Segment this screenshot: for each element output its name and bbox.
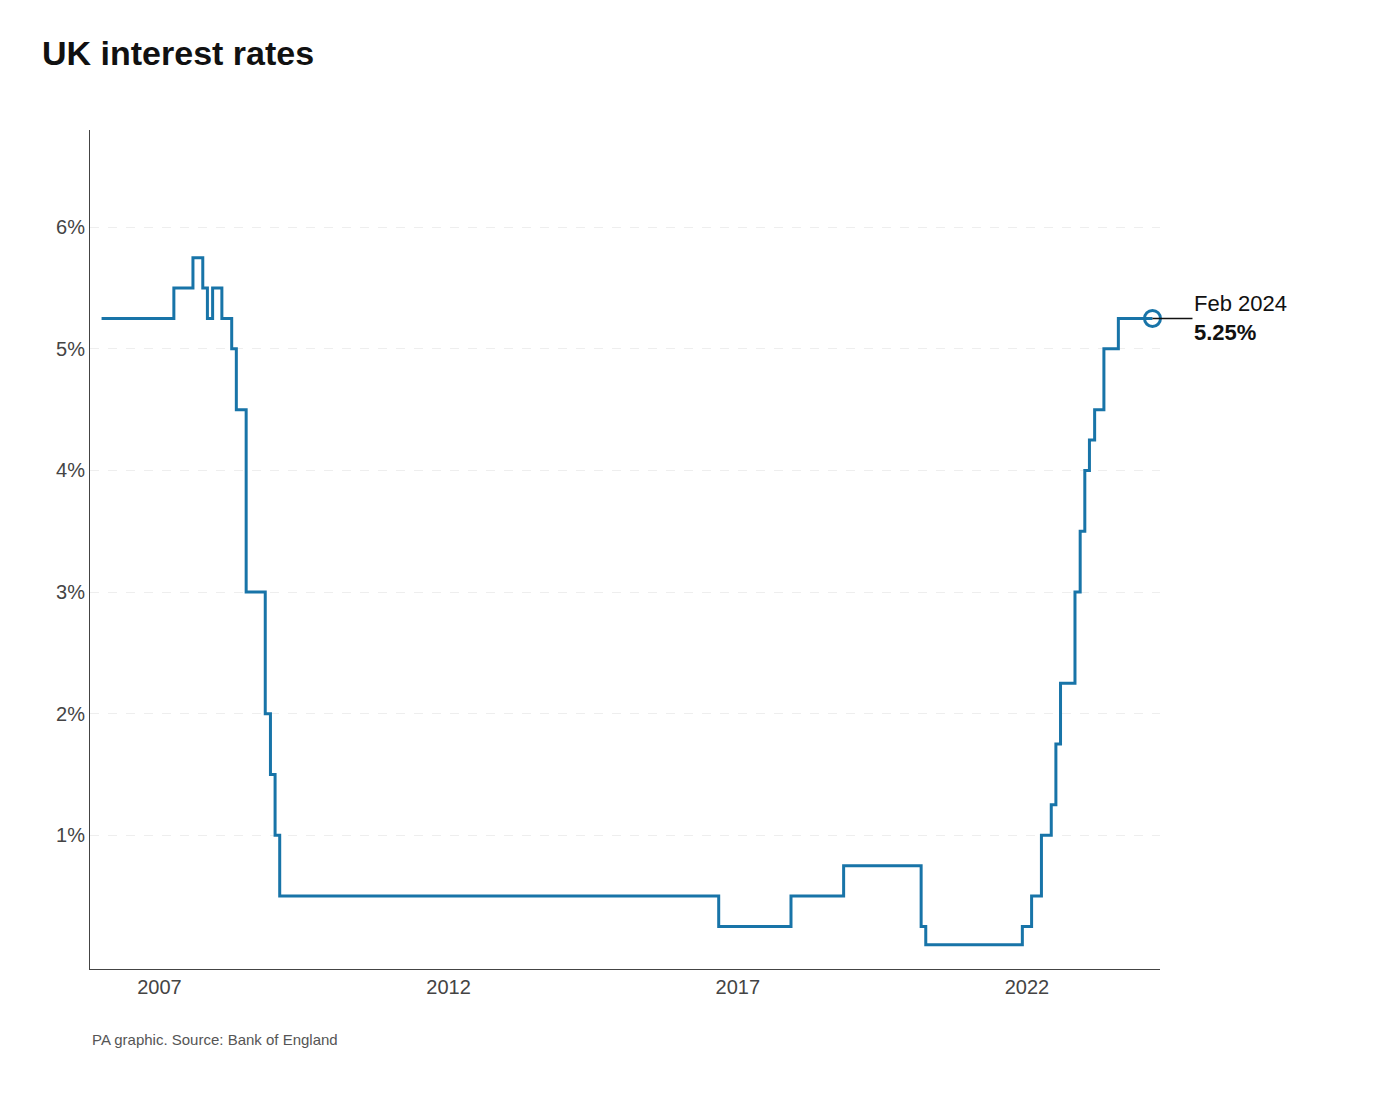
svg-text:4%: 4%: [56, 459, 85, 481]
svg-text:Feb 20245.25%: Feb 20245.25%: [1194, 291, 1287, 345]
svg-text:1%: 1%: [56, 824, 85, 846]
svg-text:2022: 2022: [1005, 976, 1050, 998]
svg-text:2012: 2012: [426, 976, 471, 998]
svg-text:2%: 2%: [56, 703, 85, 725]
svg-text:3%: 3%: [56, 581, 85, 603]
svg-text:6%: 6%: [56, 216, 85, 238]
svg-text:UK interest rates: UK interest rates: [42, 34, 314, 72]
svg-text:2017: 2017: [716, 976, 761, 998]
svg-text:5%: 5%: [56, 338, 85, 360]
svg-text:2007: 2007: [137, 976, 182, 998]
svg-text:PA graphic. Source: Bank of En: PA graphic. Source: Bank of England: [92, 1031, 338, 1048]
